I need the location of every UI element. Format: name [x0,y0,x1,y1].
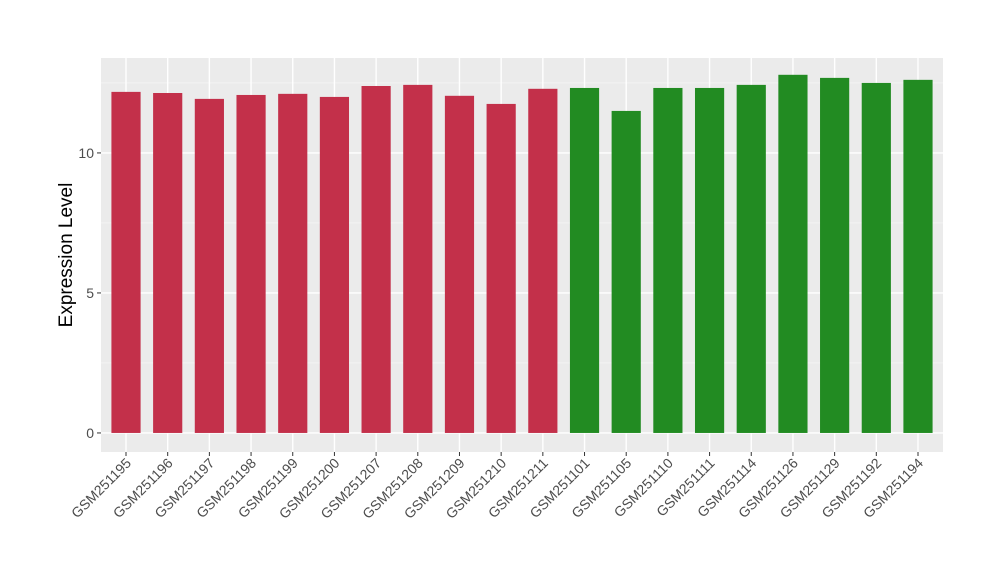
bar-GSM251198 [236,94,266,433]
bars [111,74,933,433]
y-tick-label: 5 [86,285,94,301]
bar-GSM251207 [361,86,391,433]
y-axis: 0 5 10 [78,145,101,441]
bar-GSM251211 [528,88,558,433]
x-axis: GSM251195GSM251196GSM251197GSM251198GSM2… [68,452,926,522]
bar-GSM251110 [653,87,683,433]
bar-GSM251194 [903,79,933,433]
bar-GSM251114 [736,84,766,433]
bar-GSM251197 [194,98,224,433]
bar-GSM251129 [820,77,850,433]
bar-GSM251199 [278,93,308,433]
bar-GSM251101 [569,87,600,433]
y-axis-label: Expression Level [56,183,77,328]
y-tick-label: 0 [86,425,94,441]
bar-GSM251111 [694,87,725,433]
bar-GSM251196 [153,93,183,433]
bar-GSM251195 [111,91,141,433]
bar-GSM251126 [778,74,808,433]
bar-GSM251105 [611,110,641,433]
bar-GSM251192 [861,82,891,433]
bar-GSM251208 [403,84,433,433]
bar-GSM251209 [444,95,475,433]
plot-panel [101,58,943,452]
bar-GSM251210 [486,103,516,433]
y-tick-label: 10 [78,145,94,161]
bar-GSM251200 [319,96,350,433]
